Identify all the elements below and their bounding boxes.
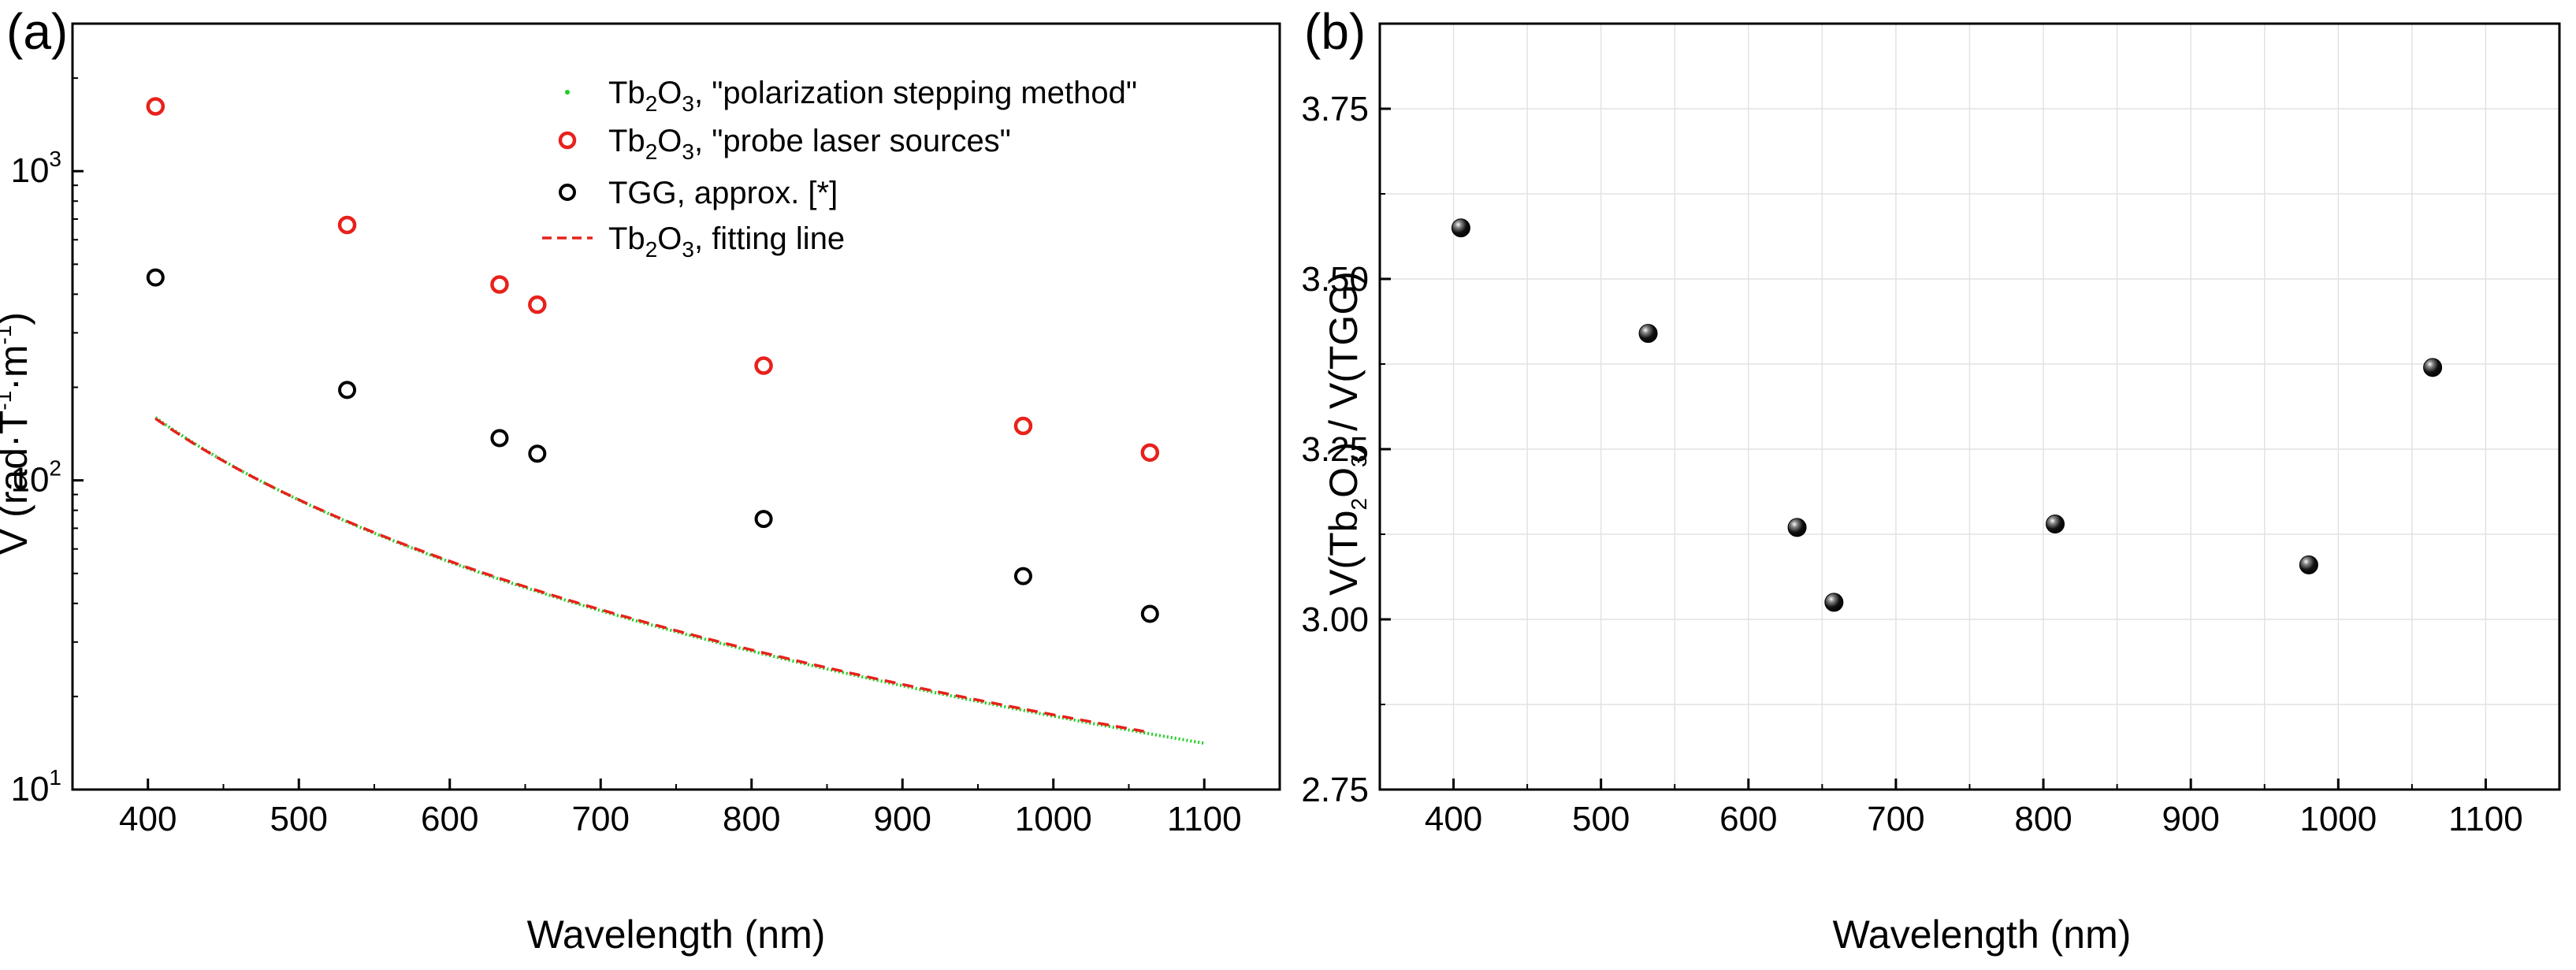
ratio-point	[2046, 515, 2065, 534]
tgg-point	[754, 510, 773, 529]
x-tick-label: 700	[572, 800, 630, 838]
legend-item-tgg-approx: TGG, approx. [*]	[559, 176, 838, 210]
x-tick-label: 400	[119, 800, 177, 838]
ratio-point	[1787, 518, 1807, 537]
x-tick-label: 500	[1572, 800, 1630, 838]
probe-laser-point	[754, 356, 773, 375]
y-tick-label: 3.50	[1301, 260, 1369, 299]
panel-b: (b) 2.75 3.00 3.25 3.50 3.75 400 500 600 700 800…	[1301, 3, 2561, 957]
legend-item-probe-laser-sources: Tb2O3, "probe laser sources"	[558, 124, 1011, 164]
panel-a-y-tick-labels: 101 102 103	[10, 147, 61, 808]
legend-marker-green-dot	[565, 90, 570, 95]
panel-b-x-tick-labels: 400 500 600 700 800 900 1000 1100	[1425, 800, 2523, 838]
x-tick-label: 600	[421, 800, 478, 838]
y-tick-label: 101	[10, 765, 61, 808]
x-tick-label: 700	[1867, 800, 1924, 838]
x-tick-label: 400	[1425, 800, 1482, 838]
tgg-point	[1140, 604, 1159, 623]
series-tgg-approx	[146, 268, 1159, 623]
x-tick-label: 1000	[1015, 800, 1092, 838]
probe-laser-point	[337, 215, 357, 235]
fitting-line-path	[154, 417, 1144, 733]
probe-laser-point	[1013, 416, 1033, 436]
legend-marker-black-circle	[559, 184, 576, 201]
probe-laser-point	[146, 97, 165, 116]
legend-item-polarization-stepping: Tb2O3, "polarization stepping method"	[565, 76, 1137, 116]
polarization-stepping-curve	[154, 416, 1205, 745]
y-tick-label: 103	[10, 147, 61, 190]
x-tick-label: 800	[2014, 800, 2072, 838]
series-polarization-stepping	[154, 416, 1205, 745]
panel-a-x-tick-labels: 400 500 600 700 800 900 1000 1100	[119, 800, 1242, 838]
panel-b-y-tick-labels: 2.75 3.00 3.25 3.50 3.75	[1301, 90, 1369, 809]
ratio-point	[1451, 218, 1470, 238]
panel-a: (a) 101 102 103 400 500 600 700 800 900 1000 1100…	[0, 3, 1281, 957]
series-probe-laser-sources	[146, 97, 1160, 463]
y-tick-label: 3.75	[1301, 90, 1369, 128]
y-tick-label: 3.00	[1301, 600, 1369, 639]
panel-b-plot-frame	[1378, 22, 2561, 791]
panel-a-x-axis-title: Wavelength (nm)	[527, 912, 826, 957]
x-tick-label: 500	[270, 800, 328, 838]
x-tick-label: 900	[2162, 800, 2219, 838]
x-tick-label: 900	[874, 800, 931, 838]
series-ratio	[1451, 218, 2443, 612]
legend-item-fitting-line: Tb2O3, fitting line	[542, 221, 845, 262]
ratio-point	[1824, 593, 1844, 612]
tgg-point	[1013, 567, 1032, 585]
panel-a-y-axis-title: V (rad·T-1·m-1)	[0, 312, 35, 555]
x-tick-label: 1100	[2448, 800, 2523, 838]
y-tick-label: 2.75	[1301, 771, 1369, 809]
series-fitting-line	[154, 417, 1144, 733]
tgg-point	[490, 429, 509, 448]
svg-text:Tb2O3, fitting line: Tb2O3, fitting line	[608, 221, 845, 262]
y-tick-label: 102	[10, 456, 61, 500]
svg-text:Tb2O3, "probe laser sources": Tb2O3, "probe laser sources"	[608, 124, 1011, 164]
panel-b-y-axis-title: V(Tb2O3) / V(TGG)	[1321, 271, 1371, 596]
x-tick-label: 600	[1719, 800, 1777, 838]
tgg-point	[528, 444, 547, 463]
x-tick-label: 1100	[1167, 800, 1242, 838]
tgg-point	[146, 268, 165, 287]
probe-laser-point	[490, 275, 509, 294]
legend-marker-red-circle	[558, 131, 577, 150]
svg-text:Tb2O3, "polarization stepping: Tb2O3, "polarization stepping method"	[608, 76, 1137, 116]
ratio-point	[2423, 358, 2443, 377]
panel-a-plot-frame	[71, 22, 1281, 791]
probe-laser-point	[528, 295, 547, 314]
svg-text:TGG, approx. [*]: TGG, approx. [*]	[608, 176, 838, 210]
ratio-point	[1638, 324, 1658, 344]
probe-laser-point	[1140, 443, 1160, 463]
legend: Tb2O3, "polarization stepping method" Tb…	[542, 76, 1137, 262]
ratio-point	[2299, 555, 2318, 574]
panel-b-grid	[1379, 23, 2560, 790]
x-tick-label: 1000	[2299, 800, 2377, 838]
tgg-point	[338, 381, 357, 400]
panel-b-label: (b)	[1304, 3, 1366, 60]
panel-b-x-axis-title: Wavelength (nm)	[1833, 912, 2132, 957]
panel-a-label: (a)	[6, 3, 68, 60]
y-tick-label: 3.25	[1301, 430, 1369, 469]
x-tick-label: 800	[723, 800, 780, 838]
